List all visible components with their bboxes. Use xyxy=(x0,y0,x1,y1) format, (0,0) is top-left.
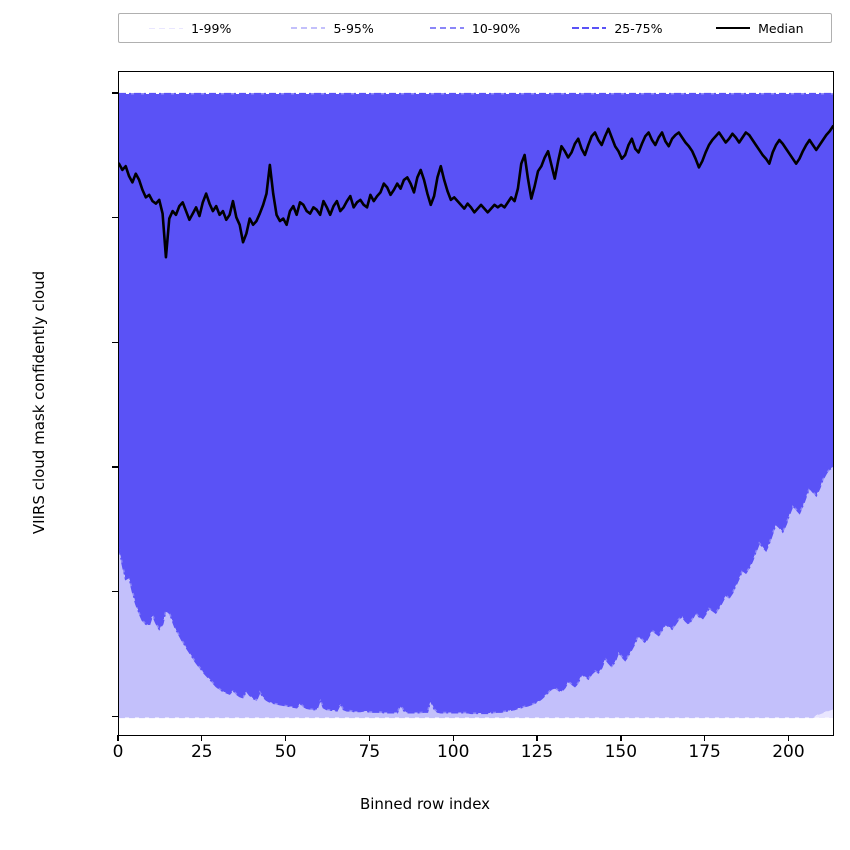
y-tick-mark xyxy=(112,466,118,468)
x-tick-mark xyxy=(536,735,538,741)
legend-entry-25-75: 25-75% xyxy=(546,21,688,36)
legend-line-5-95 xyxy=(291,22,326,34)
x-tick-label: 150 xyxy=(604,742,638,762)
legend-entry-1-99: 1-99% xyxy=(119,21,261,36)
x-tick-mark xyxy=(704,735,706,741)
legend-entry-5-95: 5-95% xyxy=(261,21,403,36)
y-tick-mark xyxy=(112,92,118,94)
legend-entry-median: Median xyxy=(689,21,831,36)
y-tick-mark xyxy=(112,715,118,718)
x-tick-mark xyxy=(368,735,371,741)
y-tick-mark xyxy=(112,216,118,219)
edge-25-75%-lower xyxy=(119,466,833,715)
median-line xyxy=(119,124,833,259)
x-axis-label: Binned row index xyxy=(359,795,491,813)
x-tick-label: 25 xyxy=(190,742,213,762)
y-tick-mark xyxy=(112,341,118,343)
x-tick-mark xyxy=(285,735,287,741)
edge-10-90%-lower xyxy=(119,466,833,714)
legend-label-5-95: 5-95% xyxy=(333,20,374,36)
legend-label-10-90: 10-90% xyxy=(471,20,521,36)
x-tick-label: 75 xyxy=(358,742,381,762)
x-tick-label: 200 xyxy=(772,742,805,762)
band-25-75% xyxy=(119,93,833,714)
legend-line-median xyxy=(716,22,751,34)
x-tick-mark xyxy=(787,735,790,741)
legend-label-median: Median xyxy=(758,20,804,36)
y-axis-label: VIIRS cloud mask confidently cloud xyxy=(30,270,48,535)
x-tick-label: 50 xyxy=(274,742,297,762)
legend-line-25-75 xyxy=(572,22,607,34)
chart-svg xyxy=(119,92,833,719)
edge-5-95%-lower xyxy=(119,708,833,719)
x-tick-label: 175 xyxy=(688,742,721,762)
legend-line-10-90 xyxy=(429,22,464,34)
x-tick-mark xyxy=(452,735,454,741)
legend-entry-10-90: 10-90% xyxy=(404,21,546,36)
x-tick-label: 0 xyxy=(112,742,124,762)
x-tick-mark xyxy=(117,735,119,741)
x-tick-label: 125 xyxy=(520,742,554,762)
legend-label-1-99: 1-99% xyxy=(191,20,232,36)
y-tick-mark xyxy=(112,591,118,593)
x-tick-mark xyxy=(620,735,622,741)
legend-line-1-99 xyxy=(149,22,184,34)
chart-legend: 1-99% 5-95% 10-90% 25-75% Median xyxy=(118,13,832,43)
x-tick-label: 100 xyxy=(436,742,470,762)
plot-area xyxy=(118,71,834,736)
x-tick-mark xyxy=(201,735,203,741)
legend-label-25-75: 25-75% xyxy=(614,20,663,36)
